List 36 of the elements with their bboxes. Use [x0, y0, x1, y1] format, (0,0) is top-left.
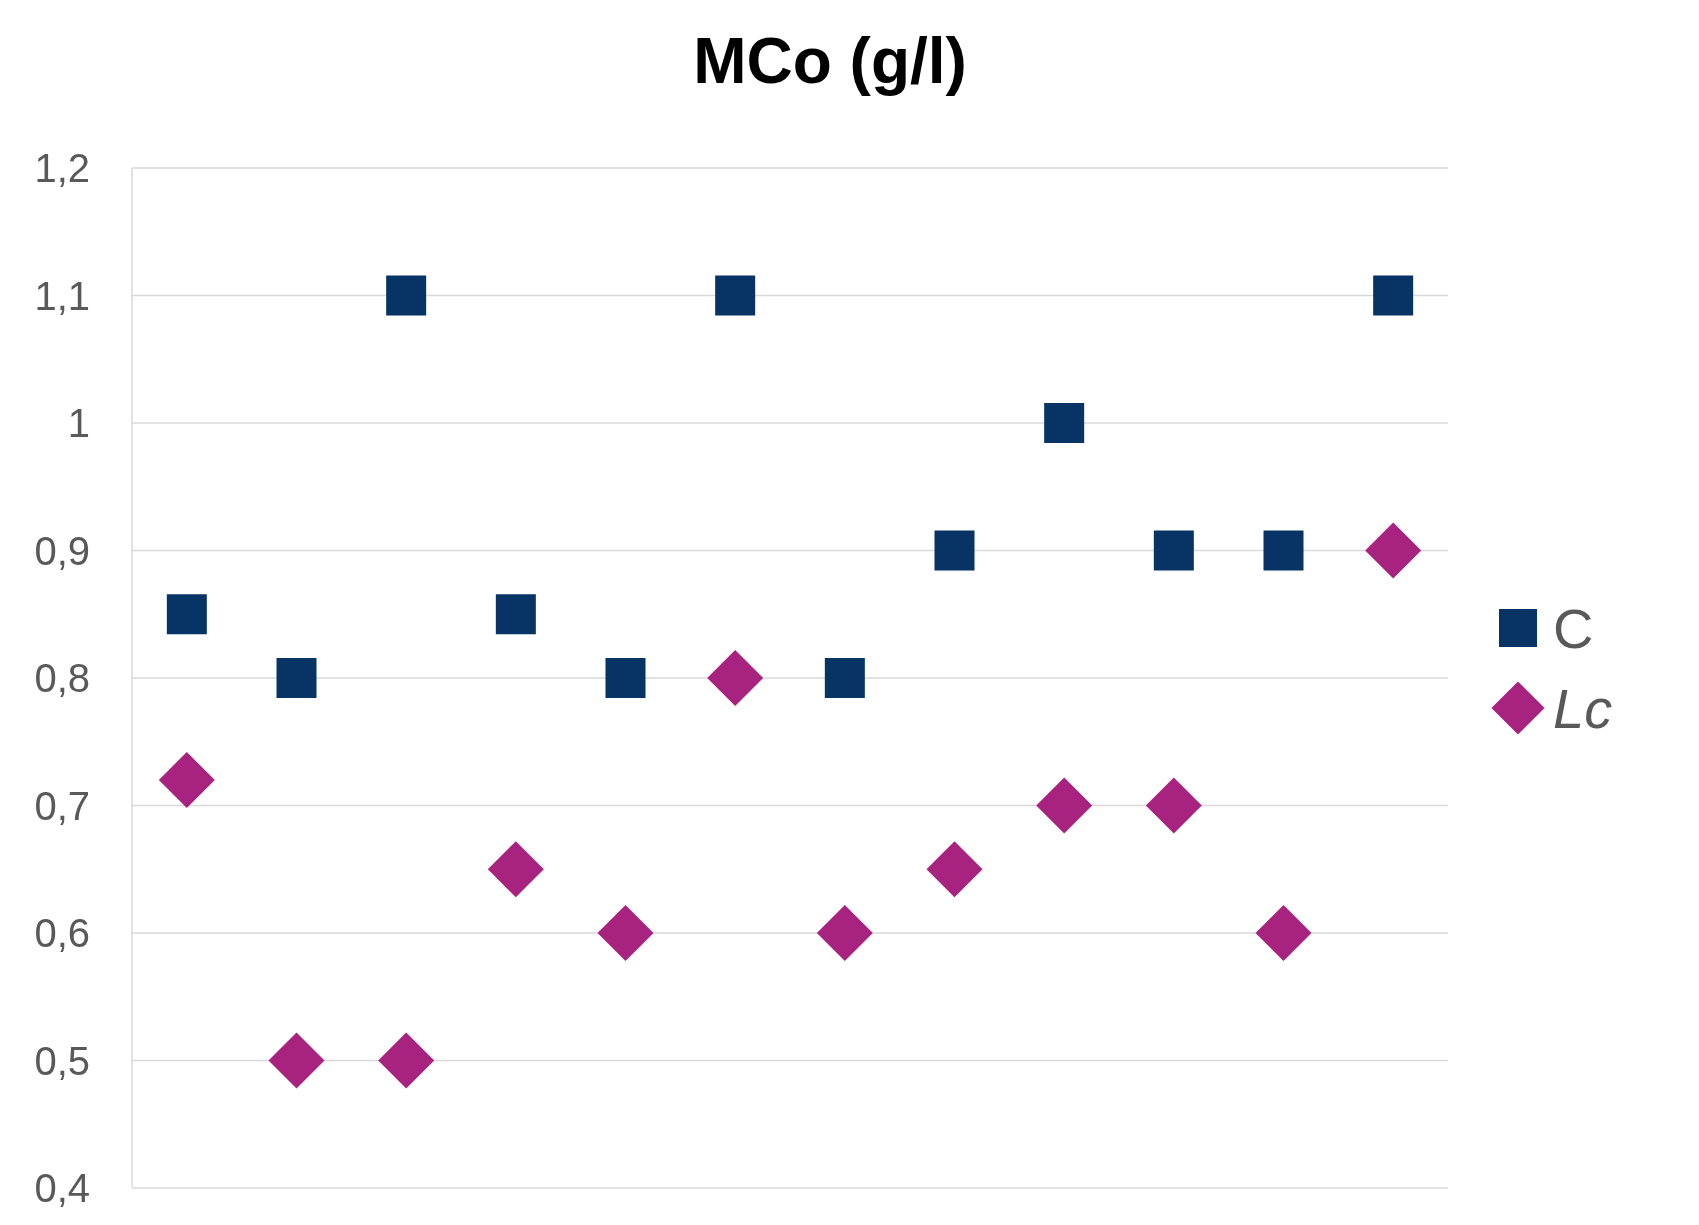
- point: [1365, 522, 1422, 579]
- point: [378, 1032, 435, 1089]
- point: [605, 658, 646, 698]
- chart-title: MCo (g/l): [693, 25, 967, 97]
- y-tick-label: 0,4: [34, 1166, 90, 1210]
- point: [1263, 530, 1304, 571]
- point: [1145, 777, 1202, 834]
- point: [487, 841, 544, 898]
- y-tick-label: 0,5: [34, 1038, 90, 1083]
- y-tick-label: 0,7: [34, 783, 90, 828]
- legend-label: C: [1553, 596, 1594, 660]
- point: [926, 841, 983, 898]
- point: [715, 275, 756, 316]
- point: [158, 752, 215, 808]
- point: [268, 1032, 325, 1089]
- point: [1153, 530, 1194, 571]
- point: [1044, 403, 1085, 443]
- point: [934, 530, 975, 571]
- y-tick-label: 0,6: [34, 911, 90, 955]
- point: [824, 658, 865, 698]
- point: [166, 594, 207, 635]
- y-tick-label: 1,1: [34, 273, 90, 318]
- y-tick-label: 0,8: [34, 656, 90, 700]
- y-tick-label: 0,9: [34, 528, 90, 573]
- point: [1373, 275, 1414, 316]
- point: [1255, 905, 1312, 961]
- point: [386, 275, 427, 316]
- point: [707, 650, 764, 706]
- point: [495, 594, 536, 635]
- point: [816, 905, 873, 961]
- legend-label: Lc: [1553, 676, 1613, 740]
- y-tick-label: 1: [67, 401, 90, 445]
- point: [276, 658, 317, 698]
- point: [597, 905, 654, 961]
- point: [1036, 777, 1093, 834]
- y-tick-label: 1,2: [34, 146, 90, 190]
